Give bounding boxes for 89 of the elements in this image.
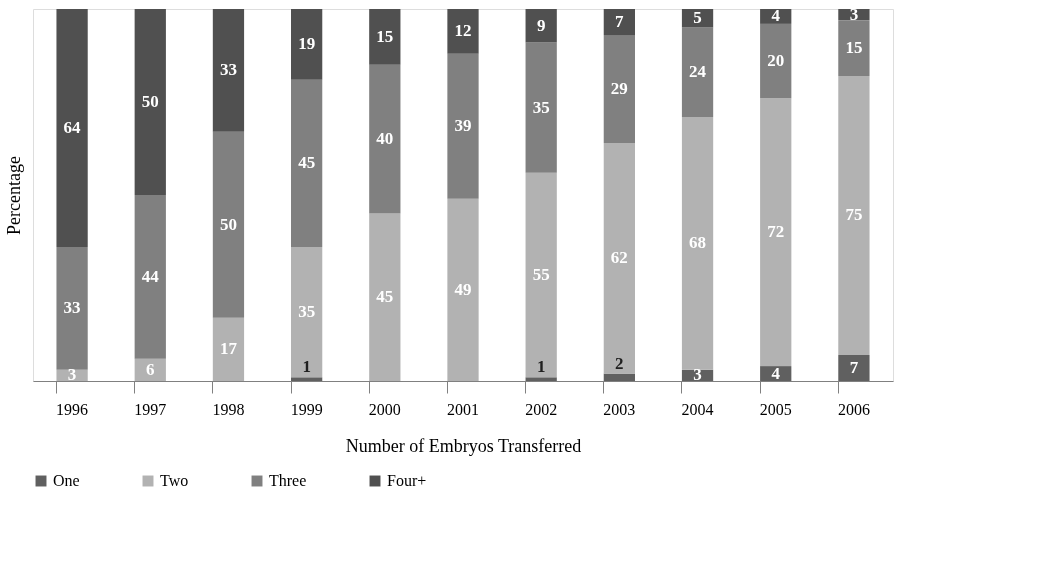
data-label: 7: [849, 357, 859, 377]
data-label: 45: [376, 287, 394, 307]
data-label: 3: [693, 365, 702, 385]
bar: [838, 75, 870, 355]
bar: [369, 213, 401, 381]
data-label: 62: [610, 248, 628, 268]
bar: [681, 27, 714, 117]
data-label: 2: [615, 353, 624, 373]
bar: [134, 195, 166, 359]
bar: [525, 9, 557, 43]
data-label: 49: [454, 279, 472, 299]
data-label: 20: [767, 51, 785, 71]
data-label: 5: [693, 8, 702, 28]
data-label: 1: [536, 357, 546, 377]
bar: [603, 9, 635, 36]
bar: [291, 377, 323, 381]
data-label: 17: [219, 339, 238, 359]
bar: [838, 20, 870, 76]
data-label: 39: [454, 116, 472, 136]
data-label: 15: [376, 26, 394, 46]
data-label: 12: [454, 21, 472, 41]
bar: [134, 9, 166, 195]
data-label: 6: [146, 359, 155, 379]
legend-label: Three: [269, 472, 307, 489]
data-label: 24: [689, 62, 707, 82]
legend-label: One: [53, 472, 80, 489]
data-label: 29: [610, 78, 628, 98]
data-label: 4: [771, 363, 781, 383]
data-label: 35: [298, 302, 316, 322]
bar: [603, 373, 635, 381]
data-label: 7: [615, 12, 625, 32]
data-label: 64: [63, 118, 82, 138]
bar: [525, 42, 557, 173]
bar: [760, 98, 792, 367]
x-tick-label: 2001: [447, 400, 479, 418]
x-tick-label: 1999: [290, 400, 323, 418]
bar: [681, 116, 714, 370]
bar: [447, 198, 479, 381]
bar: [212, 9, 245, 132]
bar: [212, 317, 245, 381]
bar: [525, 377, 557, 381]
bar: [603, 35, 635, 143]
x-tick-label: 2004: [681, 400, 714, 418]
legend-label: Two: [160, 472, 189, 489]
data-label: 33: [63, 298, 81, 318]
data-label: 33: [219, 60, 237, 80]
data-label: 1: [302, 357, 311, 377]
x-tick-label: 2005: [759, 400, 792, 418]
bar: [525, 172, 557, 378]
x-tick-label: 1997: [134, 400, 167, 418]
bar: [447, 9, 479, 54]
bar: [291, 247, 323, 378]
bar: [56, 247, 88, 370]
x-tick-label: 1998: [212, 400, 245, 418]
legend-label: Four+: [387, 472, 427, 489]
bar: [369, 9, 401, 65]
data-label: 55: [532, 264, 550, 284]
bar: [838, 354, 870, 381]
data-label: 50: [141, 92, 159, 111]
data-label: 15: [845, 38, 863, 58]
bar: [447, 53, 479, 199]
bar: [369, 64, 401, 214]
data-label: 45: [298, 153, 316, 173]
data-label: 75: [845, 205, 863, 225]
x-tick-label: 2002: [525, 400, 558, 418]
bar: [291, 79, 323, 248]
data-label: 50: [219, 214, 237, 234]
data-label: 72: [767, 222, 785, 242]
data-label: 3: [67, 365, 77, 385]
bar: [212, 131, 245, 318]
x-axis-title: Number of Embryos Transferred: [345, 435, 582, 456]
x-tick-label: 2006: [837, 400, 870, 418]
x-tick-label: 2003: [603, 400, 636, 418]
data-label: 4: [771, 6, 781, 26]
bar: [56, 9, 88, 248]
data-label: 9: [536, 15, 546, 35]
x-tick-label: 1996: [56, 400, 89, 418]
data-label: 3: [849, 4, 859, 24]
data-label: 35: [532, 97, 550, 117]
y-axis-title: Percentage: [3, 156, 24, 235]
bar: [291, 9, 323, 80]
data-label: 19: [298, 34, 316, 54]
bar: [760, 23, 792, 99]
data-label: 44: [141, 266, 160, 286]
bar: [603, 142, 635, 374]
bar: [681, 9, 714, 28]
data-label: 68: [689, 233, 707, 253]
x-tick-label: 2000: [368, 400, 401, 418]
data-label: 40: [376, 129, 394, 149]
